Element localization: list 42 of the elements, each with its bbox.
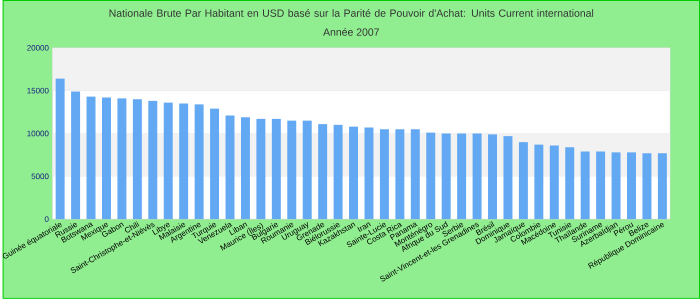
bar xyxy=(612,152,621,220)
bar xyxy=(71,92,80,220)
bar xyxy=(179,104,188,220)
bar xyxy=(457,134,466,220)
bar xyxy=(132,99,142,220)
bar xyxy=(580,152,590,220)
bar xyxy=(256,118,266,220)
bar xyxy=(56,78,65,220)
bar xyxy=(426,132,436,220)
bar xyxy=(380,129,389,220)
bar xyxy=(596,152,606,220)
bar xyxy=(642,153,652,220)
bar xyxy=(550,146,559,220)
bar xyxy=(503,136,512,220)
chart-title: Nationale Brute Par Habitant en USD basé sur la Parité de Pouvoir d'Achat: Units Current international xyxy=(110,9,594,17)
bar xyxy=(164,102,173,220)
bar xyxy=(287,120,296,220)
bar xyxy=(349,126,358,220)
bar xyxy=(86,96,96,220)
bar xyxy=(627,152,636,220)
bar xyxy=(565,147,574,220)
bar xyxy=(117,98,126,220)
bar xyxy=(534,144,544,220)
bar xyxy=(658,153,667,220)
bar xyxy=(442,134,451,220)
bar xyxy=(148,101,158,220)
bar xyxy=(518,142,528,220)
bar xyxy=(194,104,204,220)
bar xyxy=(472,134,482,220)
bar xyxy=(102,98,111,220)
chart-subtitle: Année 2007 xyxy=(323,28,379,36)
bar xyxy=(302,120,312,220)
bar xyxy=(410,129,420,220)
bar xyxy=(488,134,497,220)
bar xyxy=(334,124,343,220)
bar xyxy=(210,108,220,220)
bar xyxy=(272,118,281,220)
bar xyxy=(226,116,234,220)
bar xyxy=(395,129,404,220)
bar xyxy=(240,117,250,220)
bar xyxy=(318,124,328,220)
bar xyxy=(364,128,374,220)
